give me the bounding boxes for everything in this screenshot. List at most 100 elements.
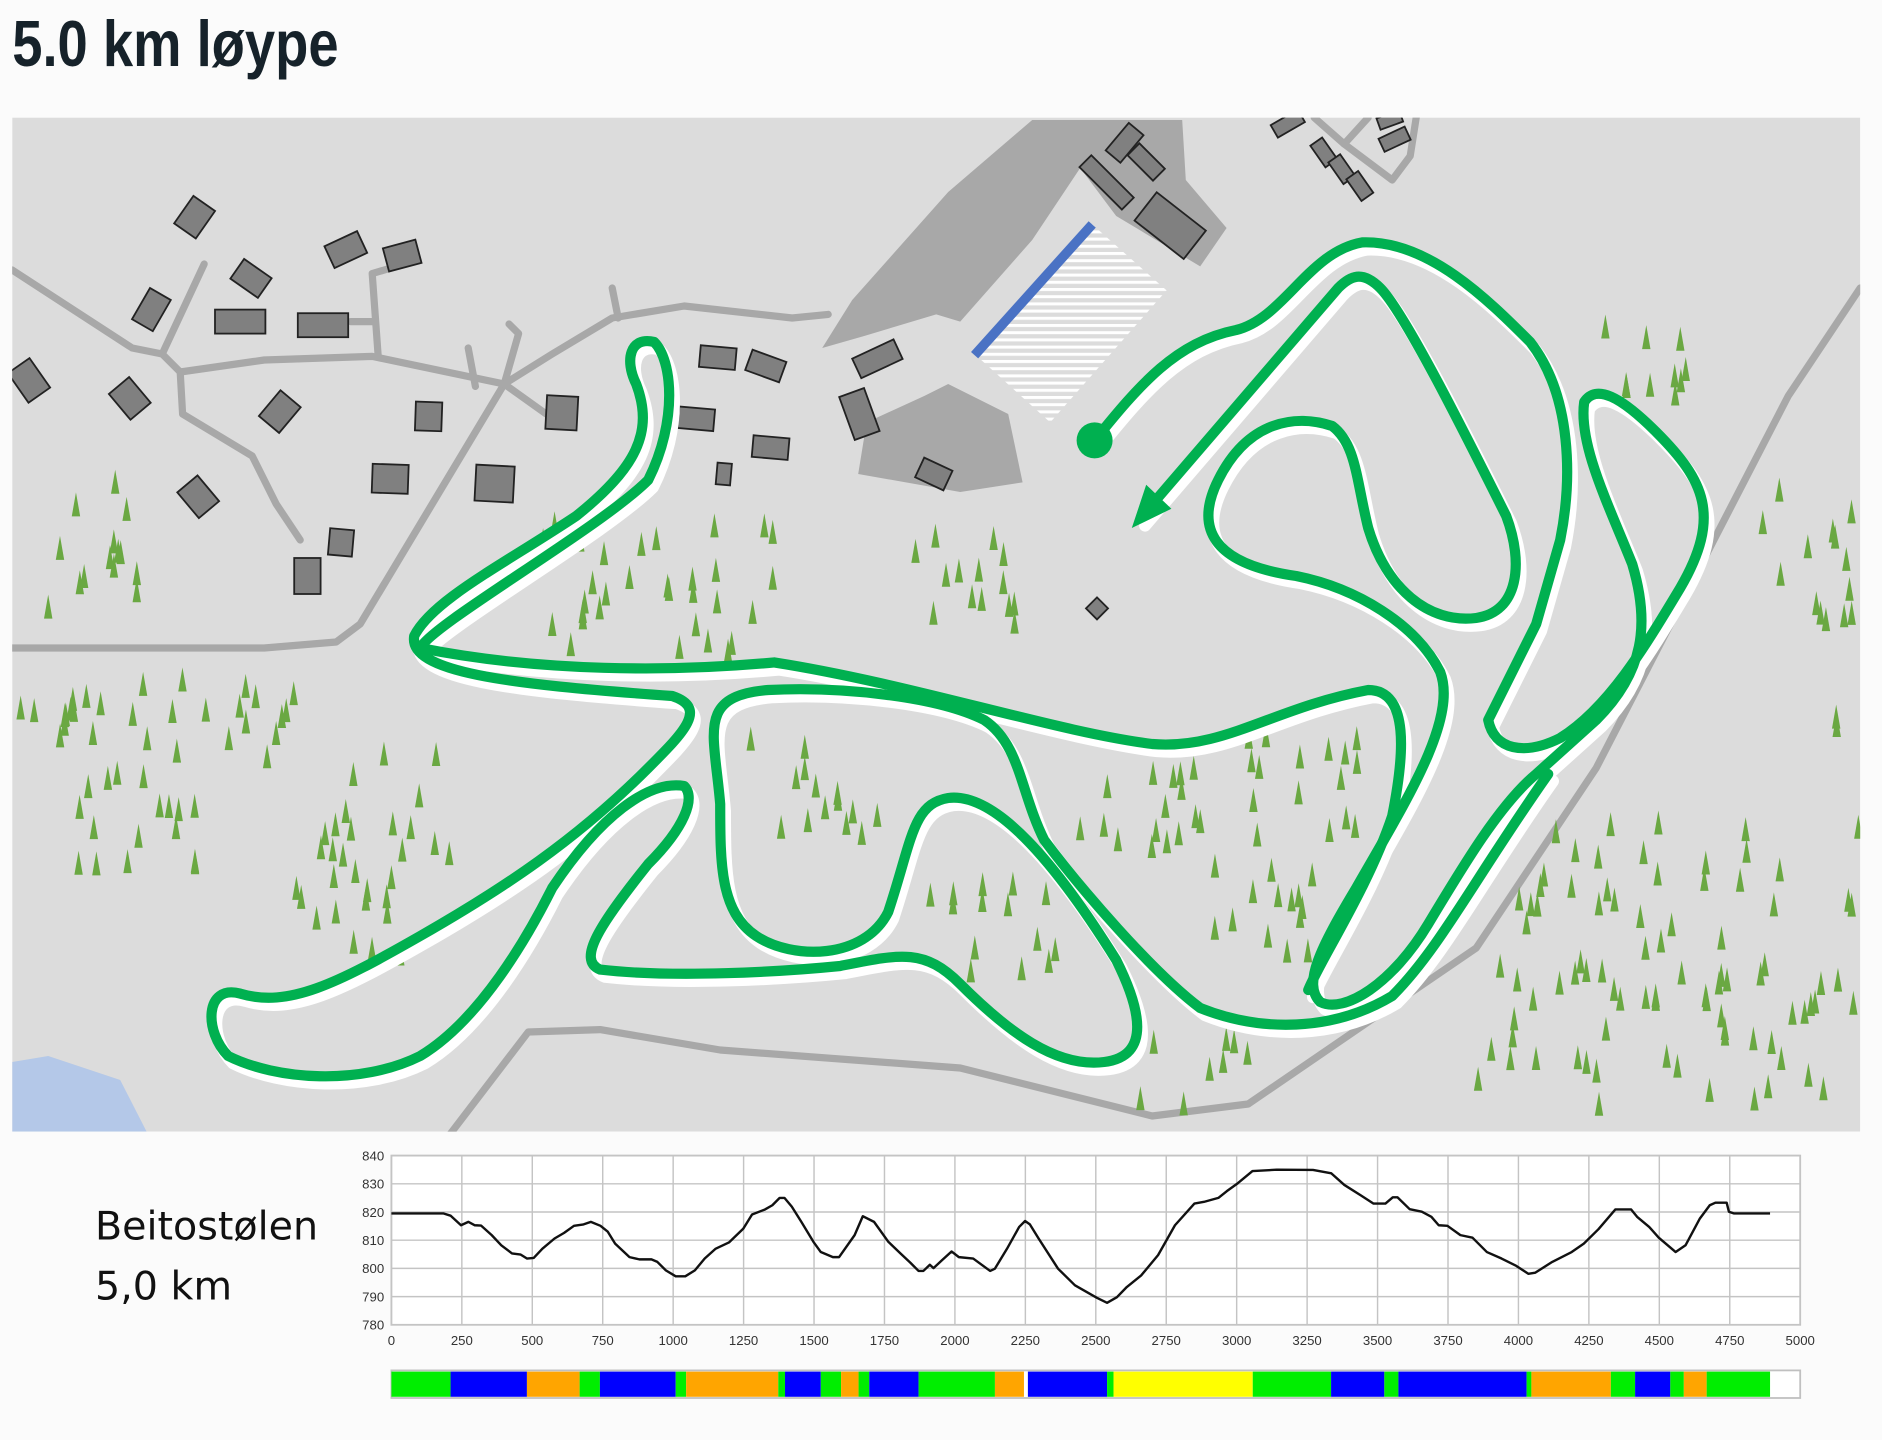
tree-icon xyxy=(251,684,260,709)
tree-icon xyxy=(1522,910,1531,935)
building-icon xyxy=(744,348,788,384)
x-tick-label: 3250 xyxy=(1292,1333,1321,1348)
tree-icon xyxy=(857,820,866,845)
tree-icon xyxy=(164,793,174,818)
tree-icon xyxy=(1803,534,1813,559)
tree-icon xyxy=(1263,923,1273,948)
tree-icon xyxy=(382,884,391,909)
x-tick-label: 4500 xyxy=(1645,1333,1674,1348)
tree-icon xyxy=(1536,873,1545,898)
tree-icon xyxy=(1720,1021,1730,1046)
tree-icon xyxy=(652,526,661,551)
profile-place: Beitostølen xyxy=(95,1204,318,1250)
difficulty-segment xyxy=(1706,1371,1771,1397)
tree-icon xyxy=(331,812,340,837)
building-icon xyxy=(12,356,52,404)
building-icon xyxy=(1084,596,1110,621)
x-tick-label: 4250 xyxy=(1574,1333,1603,1348)
tree-icon xyxy=(235,693,244,718)
tree-icon xyxy=(74,850,83,875)
tree-icon xyxy=(712,589,722,614)
building-icon xyxy=(381,238,423,273)
tree-icon xyxy=(289,681,298,706)
tree-icon xyxy=(1325,818,1334,843)
tree-icon xyxy=(178,667,187,692)
tree-icon xyxy=(132,578,141,603)
tree-icon xyxy=(1294,780,1303,805)
tree-icon xyxy=(711,557,721,582)
tree-icon xyxy=(1671,381,1680,406)
tree-icon xyxy=(1701,850,1710,875)
difficulty-segment xyxy=(1398,1371,1527,1397)
tree-icon xyxy=(1800,999,1809,1024)
x-tick-label: 4000 xyxy=(1504,1333,1533,1348)
tree-icon xyxy=(82,683,91,708)
x-tick-label: 250 xyxy=(451,1333,473,1348)
tree-icon xyxy=(625,564,634,589)
difficulty-segment xyxy=(450,1371,527,1397)
tree-icon xyxy=(312,905,321,930)
tree-icon xyxy=(445,841,454,866)
difficulty-segment xyxy=(1331,1371,1385,1397)
tree-icon xyxy=(1816,971,1826,996)
road xyxy=(158,260,208,358)
road xyxy=(464,344,479,390)
difficulty-segment xyxy=(785,1371,821,1397)
difficulty-segment xyxy=(994,1371,1024,1397)
difficulty-segment xyxy=(526,1371,580,1397)
x-tick-label: 1750 xyxy=(870,1333,899,1348)
page-title: 5.0 km løype xyxy=(12,7,338,80)
tree-icon xyxy=(1656,928,1666,953)
y-tick-label: 780 xyxy=(362,1318,384,1333)
tree-icon xyxy=(1555,970,1564,995)
difficulty-segment xyxy=(391,1371,451,1397)
x-tick-label: 750 xyxy=(592,1333,614,1348)
road xyxy=(500,380,550,418)
tree-icon xyxy=(190,850,200,875)
tree-icon xyxy=(1573,1045,1583,1070)
tree-icon xyxy=(1819,1076,1828,1101)
tree-icon xyxy=(842,810,851,835)
building-icon xyxy=(850,338,904,380)
tree-icon xyxy=(1763,1074,1773,1099)
tree-icon xyxy=(1189,755,1198,780)
building-icon xyxy=(176,474,221,520)
tree-icon xyxy=(123,849,132,874)
tree-icon xyxy=(1539,862,1549,887)
building-icon xyxy=(1377,125,1412,154)
y-tick-label: 820 xyxy=(362,1205,384,1220)
tree-icon xyxy=(1639,840,1648,865)
tree-icon xyxy=(1267,857,1276,882)
tree-icon xyxy=(1816,600,1825,625)
x-tick-label: 3000 xyxy=(1222,1333,1251,1348)
difficulty-segment xyxy=(599,1371,676,1397)
tree-icon xyxy=(1350,813,1360,838)
tree-icon xyxy=(1717,1003,1726,1028)
tree-icon xyxy=(1722,967,1732,992)
tree-icon xyxy=(142,726,152,751)
tree-icon xyxy=(338,842,348,867)
tree-icon xyxy=(341,798,350,823)
tree-icon xyxy=(1821,607,1831,632)
tree-icon xyxy=(999,570,1008,595)
tree-icon xyxy=(1741,817,1750,842)
tree-icon xyxy=(675,634,684,659)
tree-icon xyxy=(548,612,557,637)
tree-icon xyxy=(1352,726,1361,751)
tree-icon xyxy=(1582,1049,1591,1074)
difficulty-segment xyxy=(841,1371,859,1397)
tree-icon xyxy=(1636,904,1645,929)
tree-icon xyxy=(966,958,976,983)
x-tick-label: 3750 xyxy=(1433,1333,1462,1348)
difficulty-segment xyxy=(778,1371,786,1397)
tree-icon xyxy=(1247,748,1256,773)
tree-icon xyxy=(1673,1053,1682,1078)
tree-icon xyxy=(172,738,182,763)
building-icon xyxy=(838,386,881,442)
tree-icon xyxy=(1830,524,1840,549)
tree-icon xyxy=(1004,592,1014,617)
tree-icon xyxy=(1735,867,1745,892)
road xyxy=(1340,117,1372,148)
tree-icon xyxy=(1641,984,1651,1009)
tree-icon xyxy=(1758,510,1767,535)
